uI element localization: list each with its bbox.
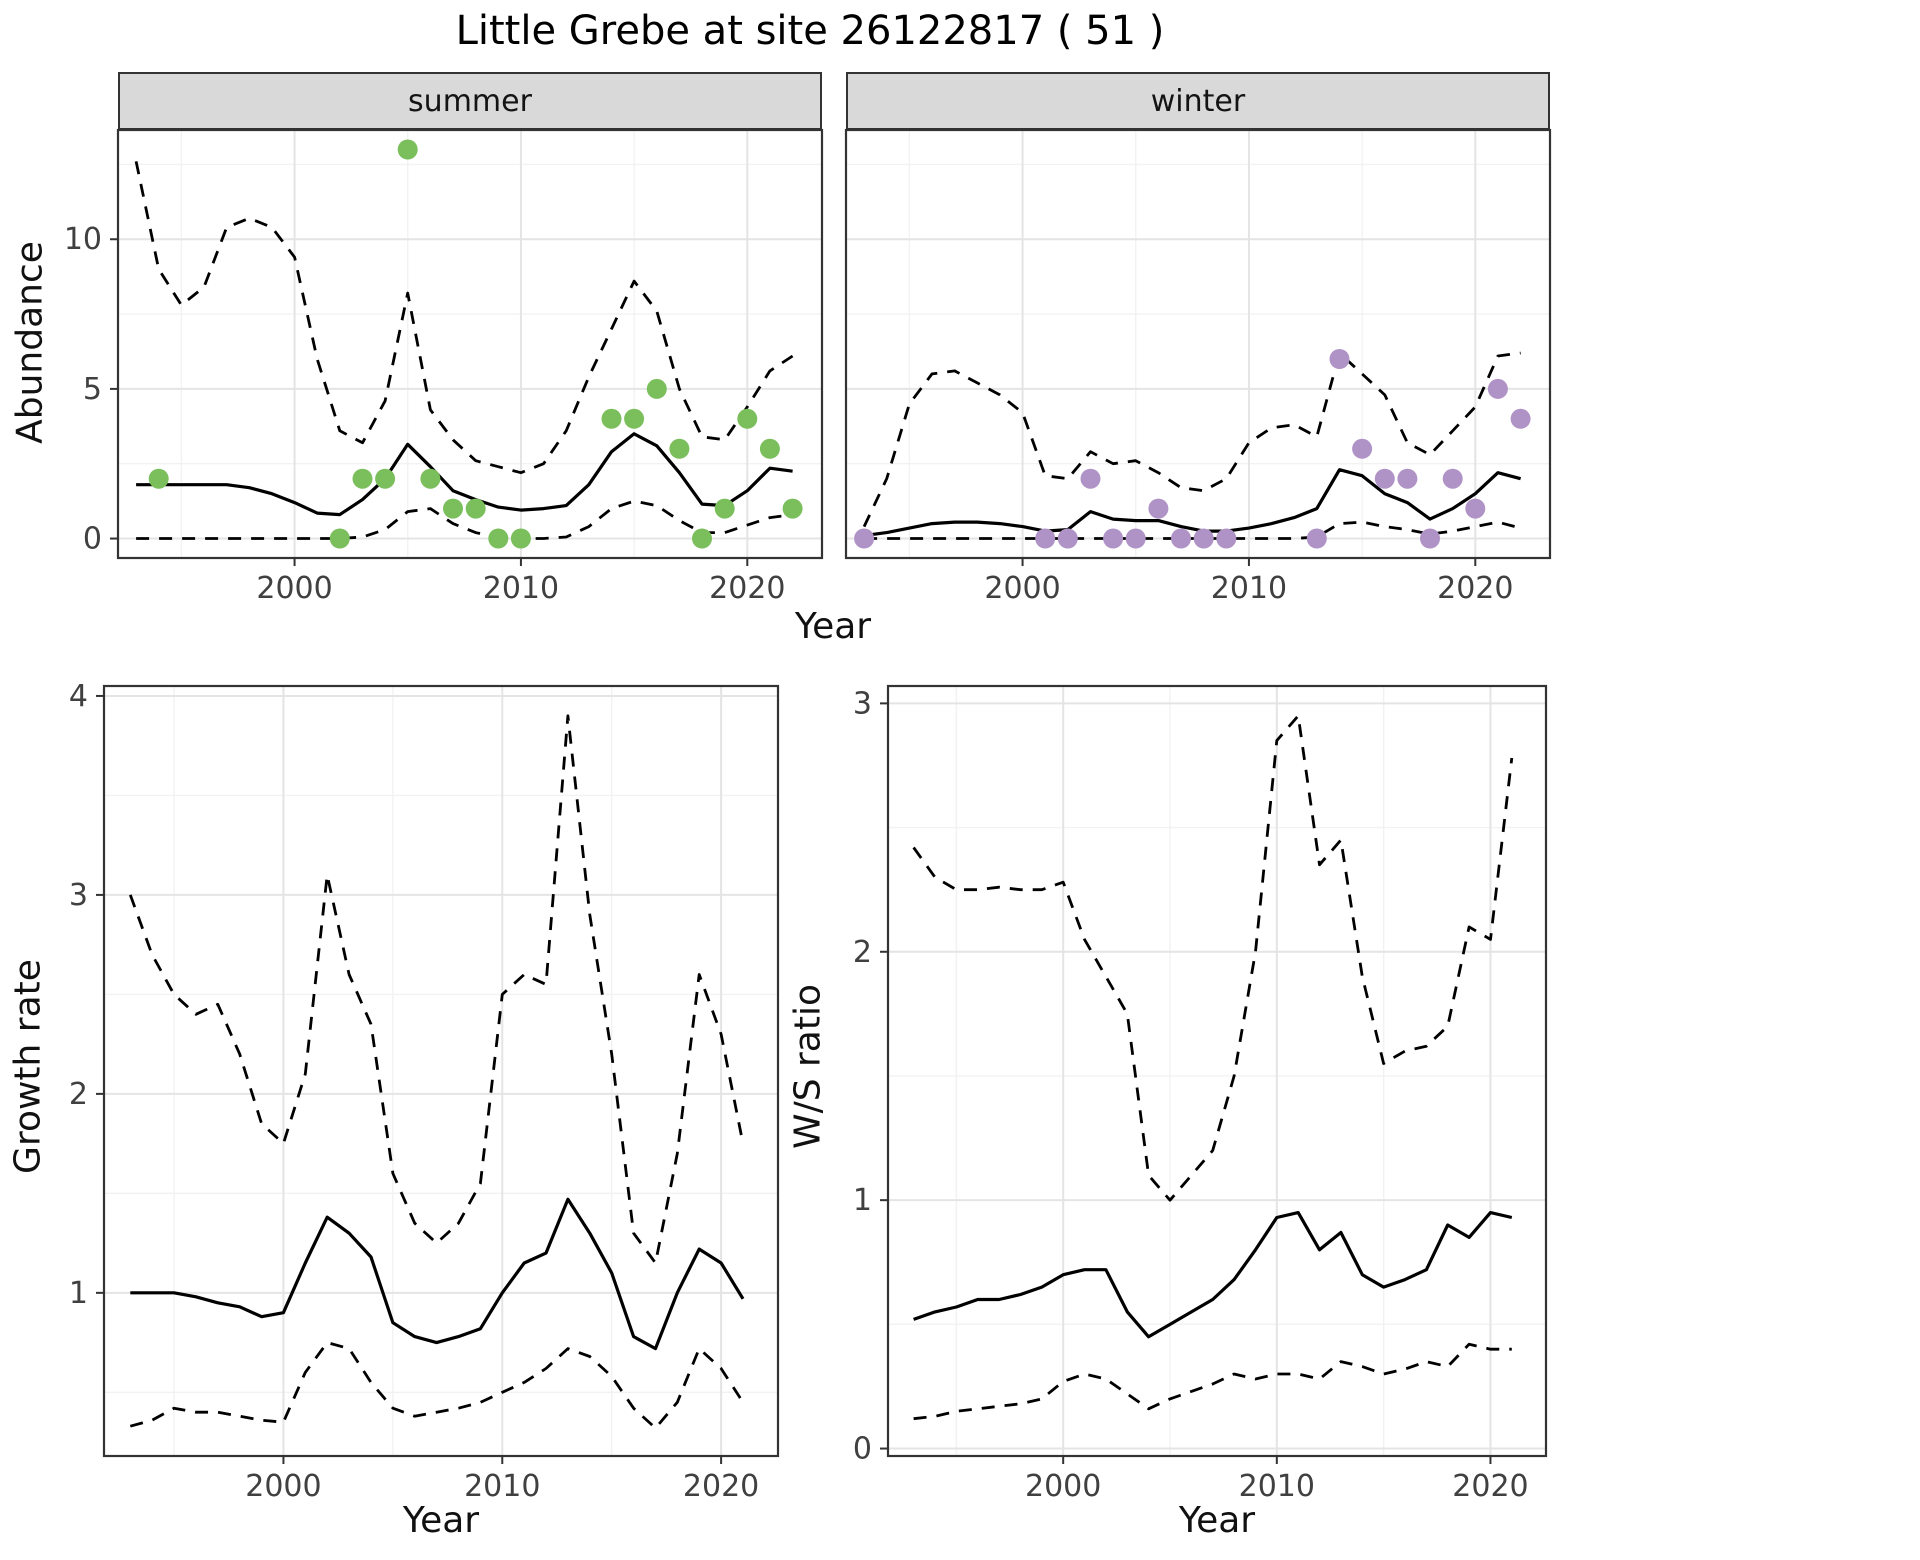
svg-text:2020: 2020 — [1452, 1469, 1528, 1504]
summer-abundance-chart: 2000 2010 2020 0 5 10 — [64, 128, 824, 606]
facet-strip-summer-label: summer — [408, 83, 532, 119]
svg-text:2020: 2020 — [709, 571, 785, 606]
svg-text:2010: 2010 — [1239, 1469, 1315, 1504]
svg-text:1: 1 — [853, 1183, 872, 1218]
svg-text:2010: 2010 — [483, 571, 559, 606]
top-x-axis-title: Year — [794, 606, 872, 647]
svg-text:2000: 2000 — [1025, 1469, 1101, 1504]
svg-text:10: 10 — [64, 222, 102, 257]
svg-text:2010: 2010 — [1211, 571, 1287, 606]
ws-ratio-y-axis-title: W/S ratio — [787, 983, 829, 1150]
svg-text:0: 0 — [853, 1432, 872, 1467]
ws-ratio-chart: 2000 2010 2020 0 1 2 3 — [853, 684, 1548, 1504]
facet-strip-winter-label: winter — [1150, 83, 1246, 119]
svg-text:2000: 2000 — [984, 571, 1060, 606]
svg-text:2000: 2000 — [245, 1469, 321, 1504]
growth-rate-y-axis-title: Growth rate — [7, 959, 49, 1174]
svg-text:2: 2 — [69, 1077, 88, 1112]
growth-rate-x-axis-title: Year — [402, 1500, 480, 1541]
svg-text:3: 3 — [853, 686, 872, 721]
abundance-y-axis-title: Abundance — [9, 241, 51, 444]
facet-strip-summer: summer — [118, 72, 822, 130]
svg-text:4: 4 — [69, 679, 88, 714]
winter-abundance-chart: 2000 2010 2020 — [844, 128, 1552, 606]
svg-text:2: 2 — [853, 935, 872, 970]
svg-text:3: 3 — [69, 878, 88, 913]
ws-ratio-x-axis-title: Year — [1178, 1500, 1256, 1541]
figure-title: Little Grebe at site 26122817 ( 51 ) — [455, 8, 1165, 54]
svg-text:2010: 2010 — [464, 1469, 540, 1504]
growth-rate-chart: 2000 2010 2020 1 2 3 4 — [69, 679, 780, 1504]
svg-text:2020: 2020 — [1437, 571, 1513, 606]
svg-text:5: 5 — [83, 372, 102, 407]
svg-text:2000: 2000 — [256, 571, 332, 606]
svg-text:0: 0 — [83, 522, 102, 557]
svg-text:2020: 2020 — [683, 1469, 759, 1504]
svg-text:1: 1 — [69, 1276, 88, 1311]
facet-strip-winter: winter — [846, 72, 1550, 130]
